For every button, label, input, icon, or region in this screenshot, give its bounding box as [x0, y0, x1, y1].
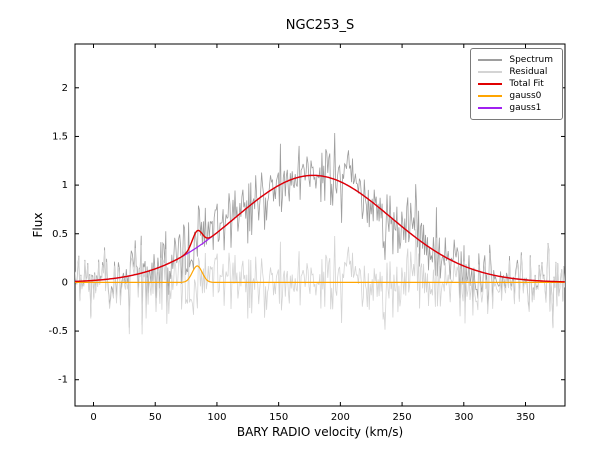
- svg-text:150: 150: [269, 412, 288, 423]
- svg-text:300: 300: [454, 412, 473, 423]
- series-total-fit: [75, 174, 565, 283]
- svg-text:0: 0: [62, 277, 68, 288]
- legend: Spectrum Residual Total Fit gauss0 gauss…: [470, 48, 563, 120]
- svg-text:1.5: 1.5: [52, 131, 68, 142]
- legend-line-sample-gauss0: [478, 95, 503, 97]
- legend-entry-gauss1: gauss1: [478, 102, 553, 114]
- legend-entry-residual: Residual: [478, 66, 553, 78]
- legend-label-gauss1: gauss1: [509, 103, 542, 113]
- legend-entry-gauss0: gauss0: [478, 90, 553, 102]
- svg-text:0: 0: [90, 412, 96, 423]
- x-axis-label: BARY RADIO velocity (km/s): [236, 425, 404, 439]
- legend-label-spectrum: Spectrum: [509, 55, 553, 65]
- svg-text:200: 200: [331, 412, 350, 423]
- legend-line-sample-total-fit: [478, 83, 503, 85]
- legend-line-sample-gauss1: [478, 107, 503, 109]
- svg-text:-0.5: -0.5: [48, 326, 68, 337]
- svg-text:100: 100: [207, 412, 226, 423]
- chart-title: NGC253_S: [285, 18, 355, 33]
- series-gauss0: [75, 265, 565, 283]
- legend-label-total-fit: Total Fit: [509, 79, 544, 89]
- legend-label-residual: Residual: [509, 67, 548, 77]
- svg-text:350: 350: [516, 412, 535, 423]
- svg-text:1: 1: [62, 180, 68, 191]
- legend-label-gauss0: gauss0: [509, 91, 542, 101]
- series-residual: [75, 229, 565, 335]
- legend-line-sample-residual: [478, 71, 503, 73]
- legend-line-sample-spectrum: [478, 59, 503, 61]
- legend-entry-spectrum: Spectrum: [478, 54, 553, 66]
- svg-text:-1: -1: [58, 375, 68, 386]
- series-spectrum: [75, 132, 565, 328]
- svg-text:50: 50: [149, 412, 162, 423]
- svg-text:0.5: 0.5: [52, 229, 68, 240]
- svg-text:250: 250: [393, 412, 412, 423]
- legend-entry-total-fit: Total Fit: [478, 78, 553, 90]
- svg-text:2: 2: [62, 83, 68, 94]
